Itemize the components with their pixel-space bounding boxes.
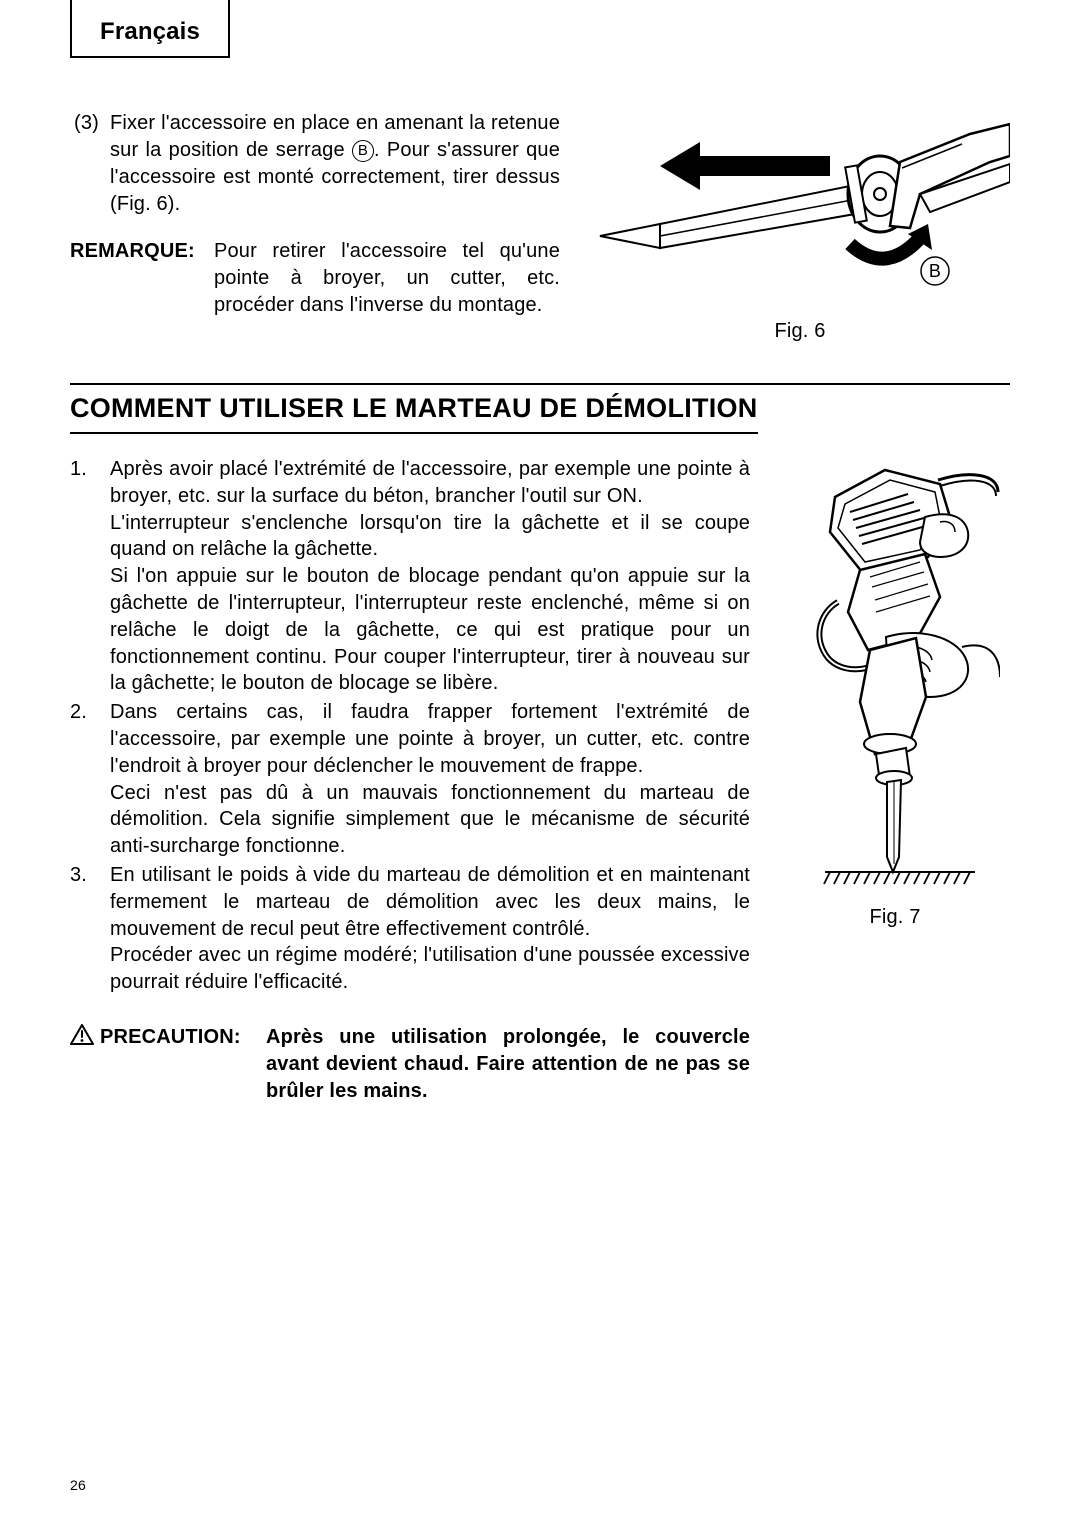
item-1-number: 1.	[70, 456, 110, 697]
item-1-para-2: L'interrupteur s'enclenche lorsqu'on tir…	[110, 510, 750, 564]
warning-icon	[70, 1024, 94, 1046]
language-tab: Français	[70, 0, 230, 58]
item-3-body: En utilisant le poids à vide du marteau …	[110, 862, 750, 996]
section-title: COMMENT UTILISER LE MARTEAU DE DÉMOLITIO…	[70, 385, 758, 434]
list-item: 1. Après avoir placé l'extrémité de l'ac…	[70, 456, 750, 697]
figure-6-container: B Fig. 6	[590, 110, 1010, 343]
remarque-text: Pour retirer l'accessoire tel qu'une poi…	[214, 238, 560, 319]
figure-6-b-label: B	[929, 261, 941, 281]
list-item: 3. En utilisant le poids à vide du marte…	[70, 862, 750, 996]
precaution-text: Après une utilisation prolongée, le couv…	[266, 1024, 750, 1105]
usage-text-column: 1. Après avoir placé l'extrémité de l'ac…	[70, 456, 750, 1105]
figure-7-caption: Fig. 7	[870, 906, 921, 929]
figure-6-caption: Fig. 6	[775, 320, 826, 343]
list-item: 2. Dans certains cas, il faudra frapper …	[70, 699, 750, 860]
marker-b-inline: B	[352, 140, 374, 162]
step-3-row: (3) Fixer l'accessoire en place en amena…	[70, 110, 560, 218]
item-2-para-2: Ceci n'est pas dû à un mauvais fonctionn…	[110, 780, 750, 860]
item-1-para-3: Si l'on appuie sur le bouton de blocage …	[110, 563, 750, 697]
item-3-number: 3.	[70, 862, 110, 996]
step-3-number: (3)	[70, 110, 110, 218]
item-1-body: Après avoir placé l'extrémité de l'acces…	[110, 456, 750, 697]
page-number: 26	[70, 1477, 86, 1493]
item-3-para-1: En utilisant le poids à vide du marteau …	[110, 862, 750, 942]
item-2-number: 2.	[70, 699, 110, 860]
precaution-label-wrap: PRECAUTION:	[70, 1024, 266, 1105]
precaution-row: PRECAUTION: Après une utilisation prolon…	[70, 1024, 750, 1105]
item-1-para-1: Après avoir placé l'extrémité de l'acces…	[110, 456, 750, 510]
precaution-label: PRECAUTION:	[100, 1024, 241, 1051]
item-2-body: Dans certains cas, il faudra frapper for…	[110, 699, 750, 860]
remarque-row: REMARQUE: Pour retirer l'accessoire tel …	[70, 238, 560, 319]
top-instruction-block: (3) Fixer l'accessoire en place en amena…	[70, 110, 1010, 343]
figure-7-illustration	[790, 462, 1000, 892]
figure-6-illustration: B	[590, 116, 1010, 296]
remarque-label: REMARQUE:	[70, 238, 214, 319]
top-text-column: (3) Fixer l'accessoire en place en amena…	[70, 110, 560, 343]
step-3-body: Fixer l'accessoire en place en amenant l…	[110, 110, 560, 218]
item-2-para-1: Dans certains cas, il faudra frapper for…	[110, 699, 750, 779]
figure-7-container: Fig. 7	[780, 456, 1010, 1105]
item-3-para-2: Procéder avec un régime modéré; l'utilis…	[110, 942, 750, 996]
usage-block: 1. Après avoir placé l'extrémité de l'ac…	[70, 456, 1010, 1105]
